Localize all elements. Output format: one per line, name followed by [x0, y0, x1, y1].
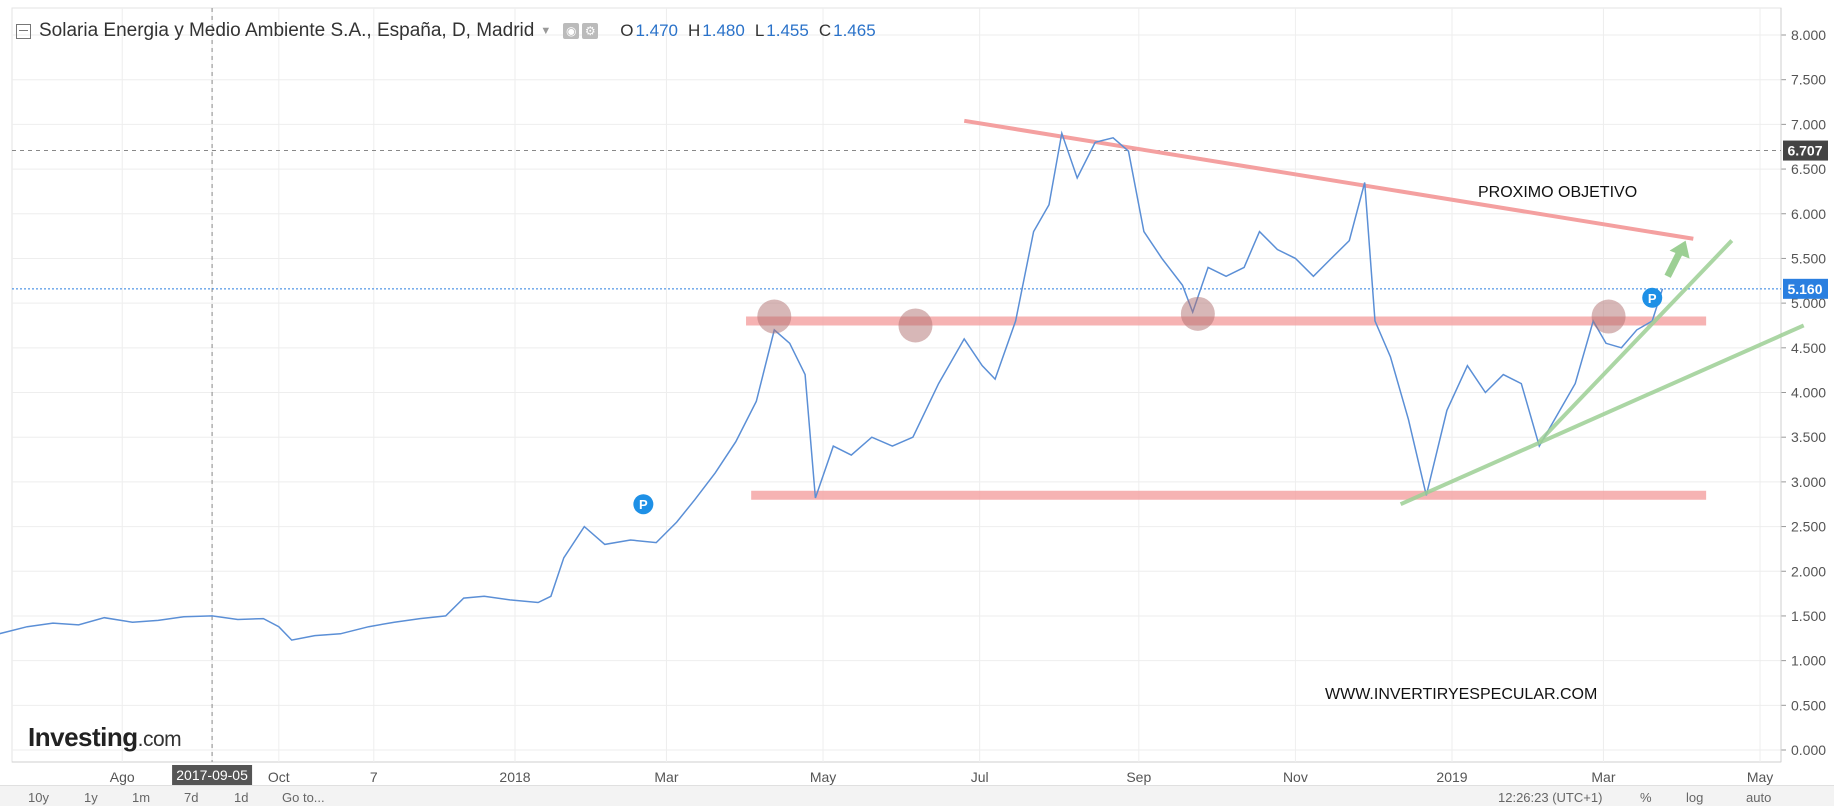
price-series-line[interactable] [0, 130, 1664, 641]
x-tick-label: 7 [370, 769, 378, 785]
x-tick-label: Jul [971, 769, 989, 785]
x-crosshair-label: 2017-09-05 [176, 767, 248, 783]
y-tick-label: 8.000 [1791, 27, 1826, 43]
x-tick-label: 2018 [499, 769, 530, 785]
y-tick-label: 0.000 [1791, 742, 1826, 758]
y-tick-label: 4.500 [1791, 340, 1826, 356]
y-tick-label: 6.500 [1791, 161, 1826, 177]
percent-toggle[interactable]: % [1640, 790, 1652, 805]
plot-area[interactable] [11, 7, 1782, 763]
event-badge-label: P [639, 497, 648, 512]
x-tick-label: Nov [1283, 769, 1308, 785]
collapse-icon[interactable] [16, 23, 31, 39]
x-tick-label: Mar [654, 769, 678, 785]
support-trendline [1537, 239, 1734, 444]
event-badge-label: P [1648, 291, 1657, 306]
y-tick-label: 6.000 [1791, 206, 1826, 222]
close-label: C [818, 21, 832, 40]
y-tick-label: 1.000 [1791, 653, 1826, 669]
current-price-tag [1783, 278, 1828, 299]
y-tick-label: 2.500 [1791, 519, 1826, 535]
logo-suffix: .com [137, 728, 182, 751]
log-toggle[interactable]: log [1686, 790, 1704, 805]
x-tick-label: 2019 [1436, 769, 1467, 785]
y-tick-label: 3.500 [1791, 429, 1826, 445]
x-tick-label: Sep [1126, 769, 1151, 785]
y-tick-label: 5.000 [1791, 295, 1826, 311]
symbol-title[interactable]: Solaria Energia y Medio Ambiente S.A., E… [39, 20, 535, 41]
range-1y-button[interactable]: 1y [84, 790, 98, 805]
resistance-value-tag [1783, 140, 1828, 161]
target-arrow-head [1669, 240, 1690, 259]
open-value: 1.470 [635, 21, 678, 40]
close-value: 1.465 [833, 21, 876, 40]
target-annotation: PROXIMO OBJETIVO [1478, 184, 1638, 201]
support-trendline [1399, 323, 1805, 507]
website-annotation: WWW.INVERTIRYESPECULAR.COM [1325, 686, 1598, 703]
chart-header: Solaria Energia y Medio Ambiente S.A., E… [16, 18, 876, 44]
open-label: O [620, 21, 634, 40]
low-value: 1.455 [766, 21, 809, 40]
clock-readout: 12:26:23 (UTC+1) [1498, 790, 1603, 805]
y-tick-label: 7.500 [1791, 72, 1826, 88]
bottom-toolbar: 10y 1y 1m 7d 1d Go to... 12:26:23 (UTC+1… [0, 785, 1834, 806]
x-tick-label: Mar [1591, 769, 1615, 785]
highlight-circle [757, 299, 792, 334]
x-tick-label: May [1747, 769, 1773, 785]
y-tick-label: 7.000 [1791, 116, 1826, 132]
eye-icon[interactable]: ◉ [563, 23, 580, 39]
resistance-value-label: 6.707 [1787, 143, 1822, 159]
resistance-trendline [963, 118, 1694, 241]
x-tick-label: May [810, 769, 836, 785]
high-value: 1.480 [702, 21, 745, 40]
investing-logo: Investing.com [28, 722, 182, 753]
x-crosshair-label-bg [172, 765, 253, 785]
event-badge[interactable] [1642, 287, 1663, 308]
low-label: L [754, 21, 765, 40]
event-badge[interactable] [633, 494, 654, 515]
y-tick-label: 3.000 [1791, 474, 1826, 490]
y-tick-label: 5.500 [1791, 250, 1826, 266]
range-1d-button[interactable]: 1d [234, 790, 249, 805]
goto-button[interactable]: Go to... [282, 790, 325, 805]
y-tick-label: 0.500 [1791, 697, 1826, 713]
range-7d-button[interactable]: 7d [184, 790, 199, 805]
highlight-circle [1591, 299, 1626, 334]
y-tick-label: 2.000 [1791, 563, 1826, 579]
highlight-circle [1180, 296, 1215, 331]
range-1m-button[interactable]: 1m [132, 790, 151, 805]
gear-icon[interactable]: ⚙ [582, 23, 599, 39]
y-tick-label: 1.500 [1791, 608, 1826, 624]
range-10y-button[interactable]: 10y [28, 790, 49, 805]
x-tick-label: Ago [110, 769, 135, 785]
chevron-down-icon[interactable]: ▼ [540, 25, 552, 37]
y-tick-label: 4.000 [1791, 385, 1826, 401]
highlight-circle [898, 308, 933, 343]
logo-brand: Investing [28, 722, 138, 752]
current-price-label: 5.160 [1787, 281, 1822, 297]
high-label: H [687, 21, 701, 40]
x-tick-label: Oct [268, 769, 290, 785]
auto-toggle[interactable]: auto [1746, 790, 1772, 805]
